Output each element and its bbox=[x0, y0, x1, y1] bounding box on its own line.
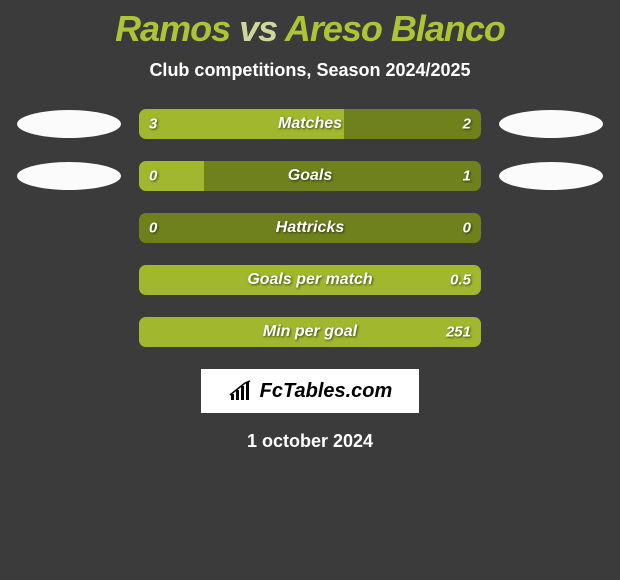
stat-row: 0 Goals 1 bbox=[0, 161, 620, 191]
stat-right-value: 0.5 bbox=[450, 272, 471, 289]
player1-marker bbox=[17, 318, 121, 346]
player2-marker bbox=[499, 214, 603, 242]
stat-bar: Min per goal 251 bbox=[139, 317, 481, 347]
player2-marker bbox=[499, 162, 603, 190]
vs-text: vs bbox=[239, 8, 277, 49]
page-title: Ramos vs Areso Blanco bbox=[0, 8, 620, 50]
player2-marker bbox=[499, 266, 603, 294]
stat-label: Hattricks bbox=[276, 219, 344, 237]
stat-row: Min per goal 251 bbox=[0, 317, 620, 347]
player1-name: Ramos bbox=[115, 8, 230, 49]
player1-marker bbox=[17, 214, 121, 242]
player1-marker bbox=[17, 266, 121, 294]
stat-label: Goals per match bbox=[247, 271, 372, 289]
player2-marker bbox=[499, 110, 603, 138]
logo-text: FcTables.com bbox=[260, 380, 393, 403]
stat-label: Min per goal bbox=[263, 323, 357, 341]
stat-bar: 0 Goals 1 bbox=[139, 161, 481, 191]
stats-list: 3 Matches 2 0 Goals 1 0 Hattricks 0 Goals per mat… bbox=[0, 109, 620, 347]
stat-right-value: 0 bbox=[463, 220, 471, 237]
stat-right-value: 251 bbox=[446, 324, 471, 341]
stat-left-value: 3 bbox=[149, 116, 157, 133]
stat-bar: 0 Hattricks 0 bbox=[139, 213, 481, 243]
date-text: 1 october 2024 bbox=[0, 431, 620, 452]
stat-left-value: 0 bbox=[149, 168, 157, 185]
stat-row: Goals per match 0.5 bbox=[0, 265, 620, 295]
stat-bar: 3 Matches 2 bbox=[139, 109, 481, 139]
stat-right-value: 1 bbox=[463, 168, 471, 185]
stat-row: 3 Matches 2 bbox=[0, 109, 620, 139]
player2-name: Areso Blanco bbox=[285, 8, 505, 49]
stat-bar: Goals per match 0.5 bbox=[139, 265, 481, 295]
stat-label: Goals bbox=[288, 167, 332, 185]
player1-marker bbox=[17, 162, 121, 190]
stat-label: Matches bbox=[278, 115, 342, 133]
chart-icon bbox=[228, 380, 254, 402]
stat-row: 0 Hattricks 0 bbox=[0, 213, 620, 243]
stat-right-value: 2 bbox=[463, 116, 471, 133]
comparison-widget: Ramos vs Areso Blanco Club competitions,… bbox=[0, 0, 620, 452]
player1-marker bbox=[17, 110, 121, 138]
stat-left-value: 0 bbox=[149, 220, 157, 237]
player2-marker bbox=[499, 318, 603, 346]
subtitle: Club competitions, Season 2024/2025 bbox=[0, 60, 620, 81]
logo-box[interactable]: FcTables.com bbox=[201, 369, 419, 413]
